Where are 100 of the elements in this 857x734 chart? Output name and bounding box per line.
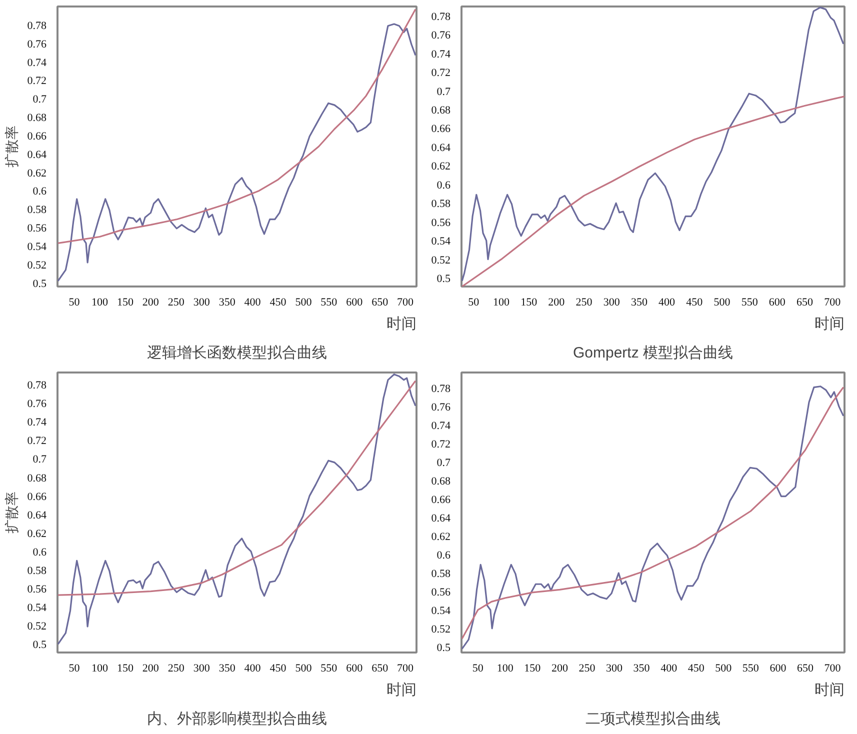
y-tick-label: 0.5 — [32, 639, 47, 652]
x-tick-label: 650 — [796, 296, 814, 308]
y-tick-label: 0.52 — [27, 259, 46, 272]
y-tick-label: 0.66 — [431, 123, 451, 136]
y-tick-label: 0.78 — [27, 380, 47, 392]
x-tick-label: 300 — [603, 296, 620, 308]
y-tick-label: 0.76 — [431, 402, 451, 414]
x-tick-label: 100 — [496, 662, 514, 674]
x-tick-label: 650 — [372, 296, 389, 308]
x-tick-label: 300 — [193, 662, 210, 674]
y-tick-label: 0.68 — [27, 112, 47, 124]
y-tick-label: 0.78 — [431, 383, 451, 396]
y-tick-label: 0.76 — [27, 38, 47, 50]
x-tick-label: 300 — [606, 662, 624, 674]
x-tick-label: 600 — [768, 296, 786, 308]
y-tick-label: 0.64 — [431, 142, 451, 154]
y-tick-label: 0.78 — [27, 20, 47, 32]
y-tick-label: 0.58 — [27, 564, 47, 577]
y-tick-label: 0.74 — [27, 56, 47, 69]
x-axis-title: 时间 — [386, 316, 416, 332]
y-tick-label: 0.62 — [431, 531, 450, 544]
x-tick-label: 600 — [346, 296, 364, 308]
x-tick-label: 50 — [68, 662, 80, 674]
y-tick-label: 0.52 — [27, 620, 46, 633]
y-tick-label: 0.7 — [436, 86, 451, 98]
y-tick-label: 0.68 — [431, 476, 451, 488]
x-tick-label: 50 — [68, 296, 80, 308]
x-tick-label: 550 — [320, 662, 338, 674]
x-tick-label: 150 — [520, 296, 538, 308]
x-tick-label: 50 — [472, 662, 484, 674]
x-tick-label: 600 — [770, 662, 787, 674]
y-tick-label: 0.54 — [431, 236, 451, 248]
y-tick-label: 0.62 — [431, 160, 450, 173]
x-tick-label: 350 — [633, 662, 650, 674]
text: 二项式模型拟合曲线 — [586, 710, 720, 728]
y-tick-label: 0.64 — [431, 512, 451, 525]
x-tick-label: 700 — [397, 662, 414, 674]
x-tick-label: 200 — [548, 296, 566, 308]
y-tick-label: 0.52 — [431, 254, 450, 266]
x-tick-label: 400 — [658, 296, 676, 308]
x-tick-label: 450 — [270, 296, 287, 308]
y-tick-label: 0.54 — [27, 602, 47, 614]
x-tick-label: 200 — [142, 296, 160, 308]
y-tick-label: 0.74 — [431, 48, 451, 60]
x-tick-label: 400 — [660, 662, 678, 674]
x-axis-title: 时间 — [814, 316, 844, 332]
y-tick-label: 0.72 — [431, 438, 450, 451]
x-tick-label: 700 — [824, 296, 842, 308]
y-tick-label: 0.6 — [436, 179, 451, 192]
y-tick-label: 0.7 — [32, 94, 47, 106]
x-tick-label: 250 — [576, 296, 593, 308]
y-tick-label: 0.66 — [431, 494, 451, 506]
x-tick-label: 150 — [116, 662, 134, 674]
y-tick-label: 0.74 — [431, 420, 451, 432]
x-tick-label: 150 — [524, 662, 542, 674]
x-tick-label: 350 — [630, 296, 648, 308]
x-tick-label: 100 — [492, 296, 510, 308]
y-tick-label: 0.5 — [436, 642, 451, 654]
y-tick-label: 0.6 — [32, 186, 47, 198]
x-tick-label: 100 — [92, 662, 109, 674]
y-tick-label: 0.78 — [431, 10, 451, 23]
y-tick-label: 0.6 — [32, 546, 47, 558]
text: 内、外部影响模型拟合曲线 — [147, 710, 327, 728]
text: 逻辑增长函数模型拟合曲线 — [147, 344, 327, 362]
x-tick-label: 550 — [320, 296, 338, 308]
y-tick-label: 0.76 — [431, 30, 451, 42]
x-tick-label: 550 — [741, 296, 758, 308]
x-tick-label: 250 — [168, 296, 185, 308]
x-axis-title: 时间 — [386, 682, 416, 698]
x-tick-label: 450 — [688, 662, 705, 674]
y-tick-label: 0.68 — [27, 472, 47, 484]
x-tick-label: 400 — [244, 296, 262, 308]
x-tick-label: 350 — [218, 662, 236, 674]
y-tick-label: 0.58 — [431, 198, 451, 210]
y-tick-label: 0.5 — [32, 278, 47, 290]
y-tick-label: 0.56 — [27, 222, 47, 235]
x-tick-label: 700 — [824, 662, 842, 674]
x-tick-label: 500 — [714, 296, 731, 308]
y-tick-label: 0.58 — [431, 568, 451, 580]
x-tick-label: 550 — [742, 662, 760, 674]
y-tick-label: 0.76 — [27, 398, 47, 410]
x-tick-label: 500 — [295, 296, 312, 308]
x-tick-label: 200 — [551, 662, 568, 674]
y-tick-label: 0.7 — [436, 457, 451, 470]
x-tick-label: 600 — [346, 662, 364, 674]
y-tick-label: 0.72 — [27, 435, 46, 448]
x-tick-label: 500 — [295, 662, 312, 674]
x-tick-label: 100 — [92, 296, 109, 308]
y-tick-label: 0.64 — [27, 148, 47, 161]
y-tick-label: 0.62 — [27, 528, 46, 540]
y-axis-title: 扩散率 — [3, 126, 20, 168]
y-tick-label: 0.64 — [27, 509, 47, 522]
y-tick-label: 0.7 — [32, 454, 47, 466]
x-tick-label: 400 — [244, 662, 262, 674]
text: Gompertz 模型拟合曲线 — [572, 344, 734, 362]
y-tick-label: 0.58 — [27, 204, 47, 216]
y-tick-label: 0.74 — [27, 416, 47, 429]
x-tick-label: 350 — [218, 296, 236, 308]
y-tick-label: 0.68 — [431, 104, 451, 117]
x-tick-label: 150 — [116, 296, 134, 308]
